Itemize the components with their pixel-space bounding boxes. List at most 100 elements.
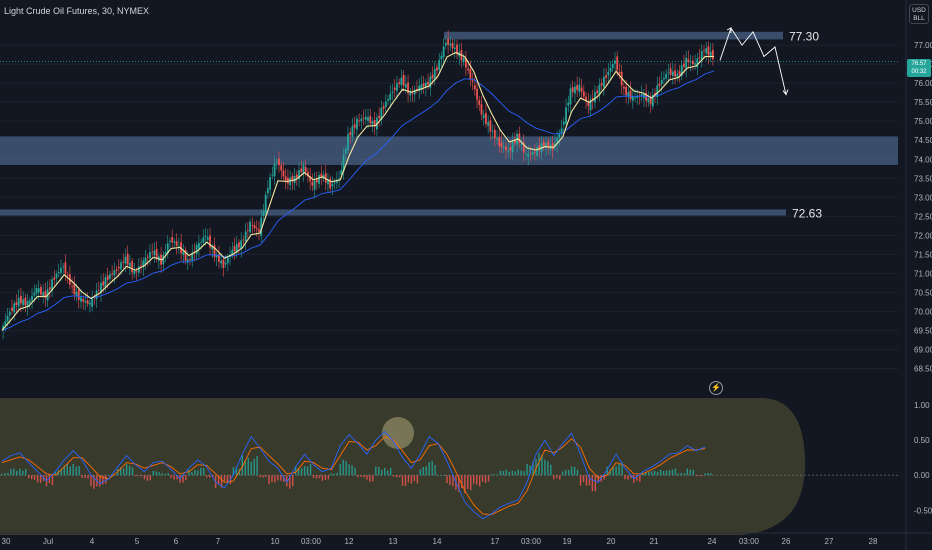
histogram-bar [250, 461, 252, 476]
candle-body [478, 100, 481, 105]
histogram-bar [232, 467, 235, 476]
candle-body [262, 211, 265, 216]
histogram-bar [514, 471, 516, 476]
price-tick-label: 70.00 [914, 307, 932, 316]
candle-body [284, 176, 287, 183]
histogram-bar [564, 469, 567, 476]
candle-body [44, 291, 47, 299]
candle-body [224, 262, 227, 265]
histogram-bar [645, 472, 647, 476]
candle-body [674, 70, 676, 77]
candle-body [291, 176, 294, 182]
oscillator-tick-label: 0.50 [914, 436, 930, 445]
candle-body [166, 243, 169, 254]
oscillator-axis[interactable]: 1.00 0.50 0.00 -0.50 [914, 401, 932, 515]
histogram-bar [111, 475, 113, 476]
candle-body [367, 117, 369, 121]
candle-body [507, 150, 510, 152]
bar-countdown: 00:32 [911, 69, 927, 75]
histogram-bar [357, 475, 359, 478]
candle-body [104, 277, 107, 288]
candle-body [4, 321, 7, 326]
candle-body [191, 252, 194, 262]
candle-body [202, 237, 205, 243]
candle-body [88, 302, 91, 305]
histogram-bar [520, 470, 522, 476]
candle-body [678, 71, 681, 75]
candle-body [413, 89, 416, 95]
histogram-bar [591, 475, 594, 492]
histogram-bar [573, 466, 576, 476]
candle-body [169, 240, 171, 243]
candle-body [184, 249, 187, 261]
candle-body [255, 228, 258, 230]
histogram-bar [134, 475, 137, 477]
candle-body [409, 91, 412, 96]
histogram-bar [410, 475, 413, 484]
histogram-bar [22, 470, 24, 476]
candle-body [676, 73, 679, 78]
histogram-bar [484, 475, 487, 484]
candle-body [378, 115, 381, 119]
histogram-bar [612, 467, 614, 476]
price-tick-label: 74.00 [914, 155, 932, 164]
currency-unit-button[interactable]: USD BLL [909, 4, 929, 24]
lightning-icon[interactable]: ⚡ [709, 381, 723, 395]
histogram-bar [576, 469, 579, 476]
candle-body [22, 299, 25, 306]
candle-body [26, 301, 29, 308]
candle-body [173, 241, 176, 243]
histogram-bar [559, 475, 561, 480]
candle-body [298, 170, 300, 180]
histogram-bar [158, 472, 160, 476]
histogram-bar [567, 470, 570, 476]
histogram-bar [16, 470, 18, 476]
candle-body [371, 121, 374, 125]
price-tick-label: 73.50 [914, 174, 932, 183]
histogram-bar [105, 475, 107, 484]
time-tick-label: 13 [389, 537, 398, 546]
candle-body [313, 180, 316, 190]
oscillator-highlight [0, 398, 805, 535]
candle-body [66, 274, 69, 276]
candle-body [193, 251, 196, 253]
candle-body [567, 102, 570, 106]
histogram-bar [704, 473, 706, 476]
time-tick-label: 10 [271, 537, 280, 546]
candle-body [683, 63, 685, 67]
price-tick-label: 74.50 [914, 136, 932, 145]
histogram-bar [220, 475, 223, 488]
histogram-bar [547, 461, 549, 476]
candle-body [522, 142, 525, 153]
candle-body [511, 141, 514, 153]
candle-body [15, 302, 18, 306]
candle-body [384, 101, 387, 108]
histogram-bar [69, 466, 71, 476]
candle-body [596, 90, 599, 94]
macd-line [1, 431, 706, 520]
histogram-bar [119, 467, 122, 476]
candle-body [100, 283, 102, 294]
histogram-bar [321, 475, 324, 481]
histogram-bar [603, 475, 605, 480]
oscillator-tick-label: 0.00 [914, 471, 930, 480]
histogram-bar [336, 473, 338, 476]
histogram-bar [618, 462, 620, 476]
histogram-bar [372, 475, 374, 482]
candle-body [260, 217, 263, 236]
candle-body [694, 63, 696, 65]
time-axis[interactable]: 30 Jul 4 5 6 7 10 03:00 12 13 14 17 03:00 19 20 21 24 03:… [0, 532, 932, 546]
histogram-bar [446, 475, 448, 484]
signal-line [1, 436, 706, 516]
candle-body [278, 158, 280, 166]
histogram-bar [206, 475, 208, 478]
candle-body [585, 96, 587, 102]
price-axis[interactable]: 77.0076.5076.0075.5075.0074.5074.0073.50… [905, 0, 932, 550]
candle-body [429, 76, 432, 88]
candle-body [80, 297, 82, 302]
candle-body [382, 106, 385, 109]
candle-body [177, 245, 180, 247]
candle-body [309, 176, 312, 182]
time-tick-label: 03:00 [521, 537, 542, 546]
candle-body [587, 101, 590, 106]
